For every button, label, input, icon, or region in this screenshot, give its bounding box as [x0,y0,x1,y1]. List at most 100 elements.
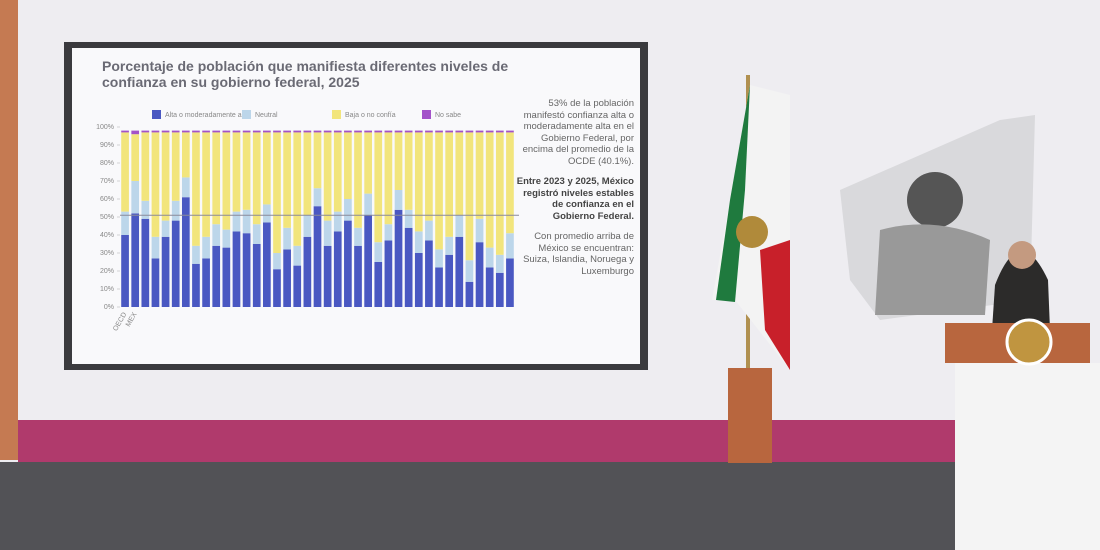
bar-segment [131,181,140,214]
bar-segment [455,130,464,133]
bar-segment [506,132,514,234]
legend-label: Baja o no confía [345,112,396,119]
bar-segment [485,132,494,248]
bar-segment [222,130,231,133]
bar-segment [485,247,494,268]
bar-segment [384,240,393,307]
x-tick-label: MEX [125,311,139,328]
bar-segment [323,130,332,133]
speaker-head [1008,241,1036,269]
bar-segment [354,245,362,307]
bar-segment [404,132,413,210]
bar-segment [181,177,190,198]
bar-segment [222,132,231,230]
bar-segment [141,200,150,219]
y-tick-label: 0% [104,304,114,311]
annotation: Entre 2023 y 2025, México registró nivel… [516,176,634,222]
bar-segment [475,130,484,133]
bar-segment [263,130,271,133]
y-tick-label: 70% [100,178,114,185]
bar-segment [435,267,443,307]
bar-segment [465,281,474,307]
annotation: Con promedio arriba de México se encuent… [523,231,634,277]
flag-base [728,368,772,463]
mural-figure-body [875,224,990,315]
bar-segment [202,130,210,133]
legend-swatch [152,110,161,119]
bar-segment [161,236,170,307]
bar-segment [181,130,190,133]
bar-segment [171,132,180,201]
bar-segment [475,132,484,219]
bar-segment [364,132,372,194]
podium-seal [1005,318,1053,366]
bar-segment [455,215,464,237]
bar-segment [293,130,302,133]
bar-segment [333,211,342,232]
bar-segment [303,130,312,133]
bar-segment [192,263,200,307]
bar-segment [263,204,271,223]
bar-segment [384,130,393,133]
bar-segment [374,262,383,307]
bar-segment [181,197,190,307]
bar-segment [425,220,433,241]
bar-segment [425,132,433,221]
bar-segment [445,132,454,237]
bar-segment [121,132,129,212]
bar-segment [374,132,383,243]
bar-segment [252,244,261,307]
bar-segment [323,245,332,307]
bar-segment [171,130,180,133]
bar-segment [263,222,271,307]
bar-segment [425,240,433,307]
bar-segment [344,199,352,221]
chart-title: Porcentaje de población que manifiesta d… [102,58,509,90]
bar-segment [212,130,221,133]
bar-segment [242,209,251,234]
bar-segment [414,130,423,133]
bar-segment [465,260,474,282]
bar-segment [313,130,322,133]
bar-segment [313,132,322,189]
bar-segment [435,132,443,250]
y-tick-label: 60% [100,196,114,203]
bar-segment [313,188,322,207]
bar-segment [121,211,129,235]
bar-segment [506,258,514,307]
bar-segment [161,130,170,133]
bar-segment [404,130,413,133]
bar-segment [232,130,241,133]
bar-segment [141,218,150,307]
bar-segment [414,253,423,307]
bar-segment [495,272,504,307]
bar-segment [455,236,464,307]
bar-segment [435,130,443,133]
bar-segment [506,130,514,133]
bar-segment [445,254,454,307]
bar-segment [475,242,484,307]
bar-segment [222,229,231,248]
bar-segment [273,253,281,270]
bar-segment [242,132,251,210]
bar-segment [131,213,140,307]
bar-segment [121,130,129,133]
legend-label: Alta o moderadamente alta [165,112,249,119]
bar-segment [171,200,180,221]
bar-segment [202,236,210,259]
flag-emblem [736,216,768,248]
bar-segment [283,249,291,307]
bar-segment [303,132,312,216]
bar-segment [384,132,393,225]
bar-segment [455,132,464,216]
mural-figure [907,172,963,228]
bar-segment [222,247,231,307]
speaker [992,251,1050,330]
bar-segment [445,130,454,133]
bar-segment [141,132,150,201]
bar-segment [232,132,241,212]
bar-segment [394,132,403,190]
bar-segment [364,193,372,216]
bar-segment [414,132,423,232]
bar-segment [212,224,221,246]
